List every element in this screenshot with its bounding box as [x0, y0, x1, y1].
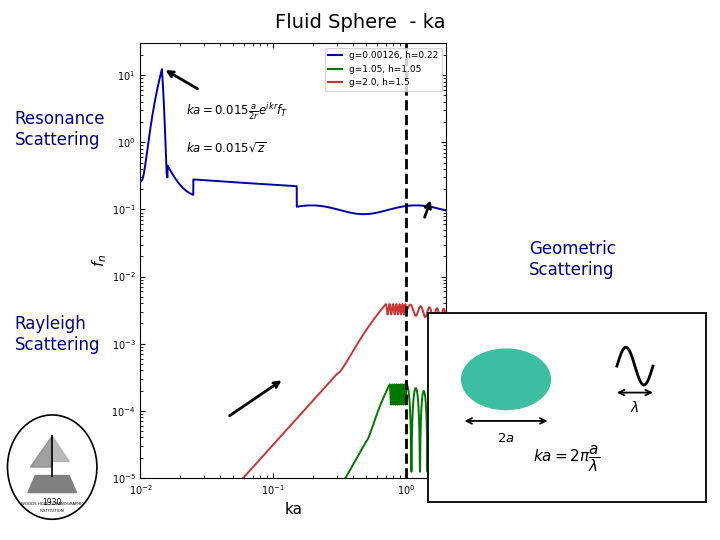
Text: $ka=0.015\sqrt{z}$: $ka=0.015\sqrt{z}$: [186, 141, 266, 156]
Text: 1930: 1930: [42, 498, 62, 507]
Text: Rayleigh
Scattering: Rayleigh Scattering: [14, 315, 100, 354]
Polygon shape: [28, 476, 76, 492]
Text: Geometric
Scattering: Geometric Scattering: [529, 240, 616, 279]
Text: $2a$: $2a$: [498, 432, 515, 445]
X-axis label: ka: ka: [284, 502, 302, 517]
Text: Resonance
Scattering: Resonance Scattering: [14, 110, 105, 149]
Circle shape: [462, 349, 550, 409]
Legend: g=0.00126, h=0.22, g=1.05, h=1.05, g=2.0, h=1.5: g=0.00126, h=0.22, g=1.05, h=1.05, g=2.0…: [325, 48, 442, 91]
Text: INSTITUTION: INSTITUTION: [40, 509, 65, 514]
Text: $ka=0.015\frac{a}{2r}e^{ikr}f_T$: $ka=0.015\frac{a}{2r}e^{ikr}f_T$: [186, 102, 289, 122]
Polygon shape: [53, 436, 69, 461]
Polygon shape: [30, 436, 53, 467]
Text: Fluid Sphere  - ka: Fluid Sphere - ka: [275, 14, 445, 32]
Text: WOODS HOLE OCEANOGRAPHIC: WOODS HOLE OCEANOGRAPHIC: [21, 502, 84, 506]
Text: $ka = 2\pi\dfrac{a}{\lambda}$: $ka = 2\pi\dfrac{a}{\lambda}$: [534, 444, 600, 474]
Y-axis label: $f_n$: $f_n$: [90, 254, 109, 267]
Text: $\lambda$: $\lambda$: [630, 400, 639, 415]
